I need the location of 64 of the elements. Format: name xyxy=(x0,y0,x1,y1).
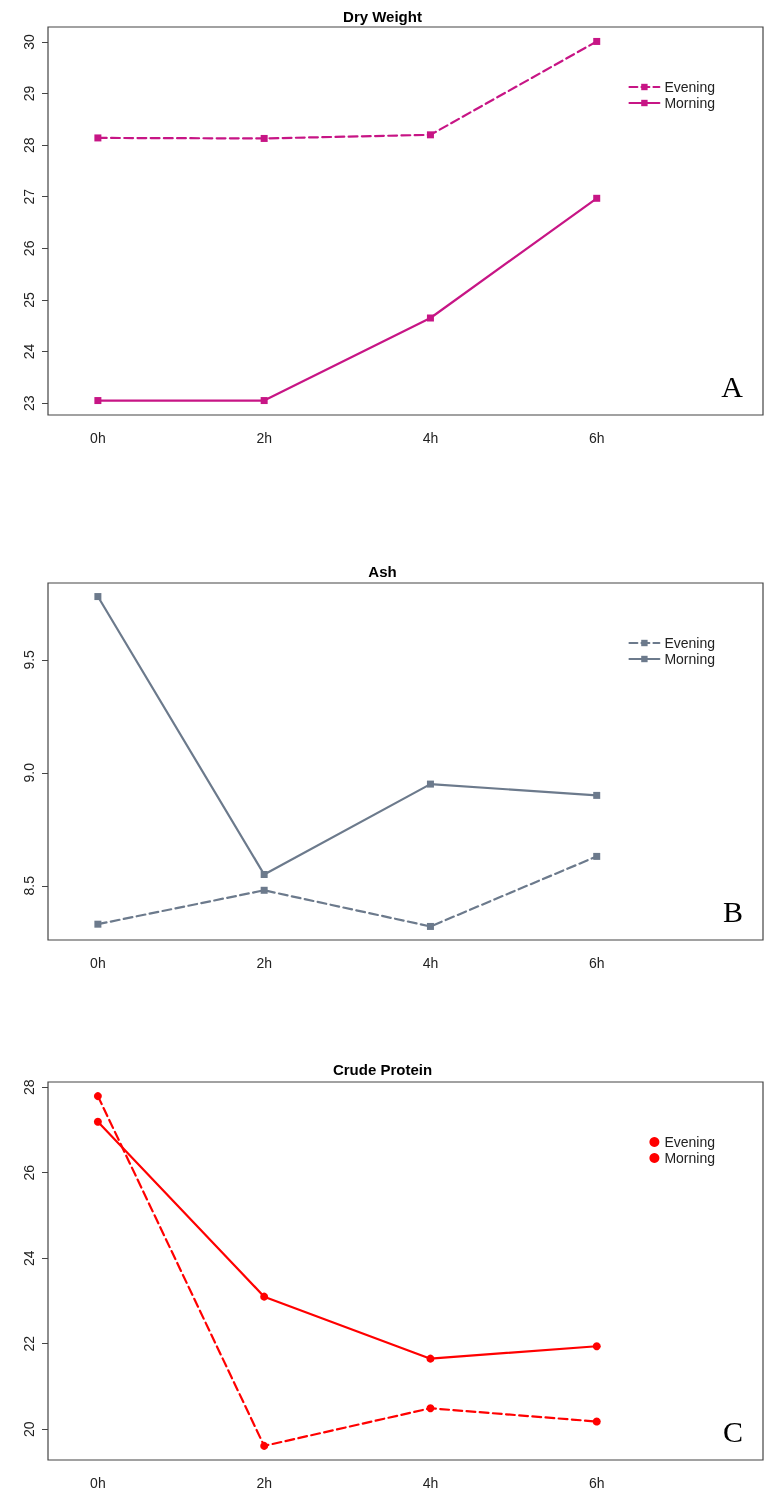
annotation: A xyxy=(721,369,744,403)
point xyxy=(593,37,601,45)
y-tick-label: 9.5 xyxy=(21,649,37,670)
point xyxy=(426,314,434,322)
legend-label: Evening xyxy=(664,635,715,651)
point xyxy=(94,920,102,928)
x-tick-label: 6h xyxy=(588,955,605,971)
point xyxy=(93,1117,102,1126)
y-tick-label: 27 xyxy=(21,188,37,205)
y-tick-label: 26 xyxy=(21,1164,37,1181)
y-tick-label: 20 xyxy=(21,1421,37,1437)
annotation: C xyxy=(722,1414,744,1448)
y-tick-label: 30 xyxy=(21,33,37,50)
x-tick-label: 4h xyxy=(422,430,439,446)
point xyxy=(593,791,601,799)
legend-label: Morning xyxy=(664,651,715,667)
x-tick-label: 2h xyxy=(256,1475,272,1491)
point xyxy=(260,397,268,405)
legend-label: Morning xyxy=(664,1150,715,1166)
y-tick-label: 24 xyxy=(21,343,37,360)
point xyxy=(260,870,268,878)
x-tick-label: 6h xyxy=(588,1475,605,1491)
point xyxy=(592,1417,601,1426)
legend-label: Evening xyxy=(664,1134,715,1150)
point xyxy=(426,780,434,788)
point xyxy=(260,1441,269,1450)
point xyxy=(593,194,601,202)
x-tick-label: 4h xyxy=(422,955,439,971)
legend-label: Evening xyxy=(664,79,715,95)
y-tick-label: 22 xyxy=(21,1335,37,1352)
point xyxy=(94,593,102,601)
point xyxy=(592,1342,601,1351)
x-tick-label: 0h xyxy=(90,1475,106,1491)
point xyxy=(260,134,268,142)
chart-title: Dry Weight xyxy=(343,8,422,25)
x-tick-label: 2h xyxy=(256,430,272,446)
annotation: B xyxy=(722,894,744,928)
y-tick-label: 29 xyxy=(21,85,37,102)
point xyxy=(94,134,102,142)
x-tick-label: 0h xyxy=(90,955,106,971)
y-tick-label: 24 xyxy=(21,1250,37,1266)
chart-title: Crude Protein xyxy=(332,1061,433,1078)
point xyxy=(426,1404,435,1413)
y-tick-label: 28 xyxy=(21,1079,37,1095)
point xyxy=(426,1354,435,1363)
x-tick-label: 2h xyxy=(256,955,272,971)
point xyxy=(94,397,102,405)
y-tick-label: 28 xyxy=(21,137,37,153)
legend-label: Morning xyxy=(664,95,715,111)
point xyxy=(593,852,601,860)
y-tick-label: 8.5 xyxy=(21,875,37,896)
y-tick-label: 26 xyxy=(21,240,37,257)
x-tick-label: 4h xyxy=(422,1475,439,1491)
point xyxy=(260,1292,269,1301)
y-tick-label: 23 xyxy=(21,395,37,411)
point xyxy=(426,131,434,139)
x-tick-label: 6h xyxy=(588,430,605,446)
point xyxy=(93,1092,102,1101)
y-tick-label: 25 xyxy=(21,291,37,308)
point xyxy=(426,922,434,930)
chart-title: Ash xyxy=(368,563,397,580)
x-tick-label: 0h xyxy=(90,430,106,446)
y-tick-label: 9.0 xyxy=(21,762,37,783)
point xyxy=(260,886,268,894)
